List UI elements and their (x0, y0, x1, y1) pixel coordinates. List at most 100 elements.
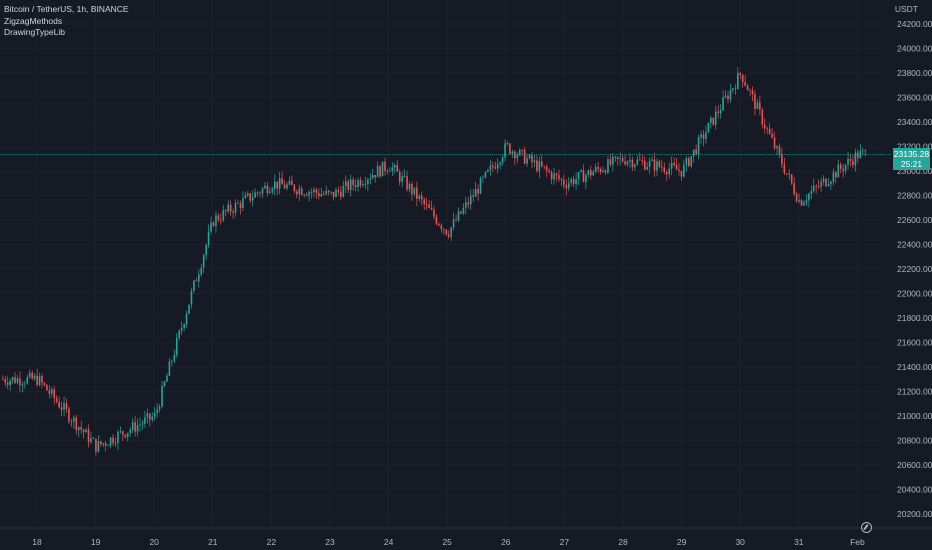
candle-body (492, 165, 494, 168)
candle-body (727, 95, 729, 100)
candle-body (401, 176, 403, 182)
indicator-drawing[interactable]: DrawingTypeLib (4, 27, 65, 37)
candle-body (433, 209, 435, 217)
candle-body (501, 157, 504, 163)
candle-body (144, 417, 146, 424)
candle-body (418, 195, 421, 199)
symbol-title[interactable]: Bitcoin / TetherUS, 1h, BINANCE (4, 4, 129, 14)
candle-body (398, 171, 401, 182)
candle-body (273, 181, 276, 189)
candle-body (276, 181, 278, 189)
candle-body (146, 413, 149, 418)
candle-body (602, 170, 604, 173)
candle-body (369, 178, 372, 180)
candle-body (496, 164, 499, 169)
candle-body (342, 186, 345, 197)
candle-body (746, 85, 749, 91)
price-tick-label: 22800.00 (897, 191, 932, 201)
candle-body (183, 324, 185, 328)
candle-body (195, 280, 198, 282)
candle-body (330, 191, 332, 193)
candle-body (447, 234, 450, 237)
candle-body (864, 150, 866, 152)
candle-body (416, 187, 418, 199)
candle-body (803, 202, 805, 206)
price-tick-label: 24200.00 (897, 19, 932, 29)
time-axis[interactable]: 18 19 20 21 22 23 24 25 26 27 28 29 30 31 Feb (0, 527, 932, 547)
candle-body (119, 431, 122, 433)
candle-body (308, 192, 310, 196)
candle-body (149, 413, 151, 420)
candle-body (325, 190, 327, 195)
candle-body (741, 74, 744, 83)
candle-body (349, 179, 352, 191)
candle-body (247, 193, 249, 196)
candle-body (239, 203, 242, 208)
candle-body (90, 438, 92, 443)
candle-body (555, 173, 558, 176)
price-axis[interactable]: 20200.00 20400.00 20600.00 20800.00 21000.00… (897, 19, 932, 519)
candle-body (504, 143, 506, 158)
candle-body (514, 151, 516, 159)
candle-body (609, 159, 612, 165)
candle-body (553, 173, 555, 180)
candle-body (567, 183, 570, 189)
candle-body (545, 166, 548, 171)
candle-body (690, 156, 693, 167)
candle-body (136, 425, 139, 432)
candle-body (714, 111, 717, 125)
candle-body (102, 443, 105, 445)
candle-body (670, 162, 673, 169)
candlestick-series (2, 66, 866, 456)
candle-body (543, 166, 546, 167)
candle-body (614, 156, 617, 158)
candle-body (19, 378, 21, 386)
price-tick-label: 20800.00 (897, 436, 932, 446)
candle-body (783, 164, 786, 174)
candle-body (168, 361, 171, 376)
candle-body (266, 185, 269, 193)
candle-body (384, 161, 386, 171)
candle-body (639, 159, 641, 161)
candle-body (460, 211, 462, 214)
candle-body (536, 160, 538, 171)
candle-body (776, 146, 778, 149)
candle-body (616, 156, 619, 159)
candle-body (563, 179, 565, 186)
candle-body (337, 189, 340, 192)
candle-body (594, 166, 597, 172)
candle-body (835, 172, 837, 178)
candle-body (548, 170, 550, 173)
price-tick-label: 23800.00 (897, 68, 932, 78)
candle-body (634, 164, 636, 168)
candle-body (310, 192, 313, 193)
candle-body (232, 211, 234, 213)
candle-body (2, 379, 4, 381)
time-tick-label: 23 (325, 537, 335, 547)
candle-body (237, 202, 239, 204)
candle-body (286, 184, 288, 189)
candle-body (281, 178, 283, 185)
candle-body (423, 199, 425, 205)
candle-body (357, 180, 359, 187)
candle-body (9, 380, 11, 385)
candle-body (367, 179, 369, 185)
candle-body (322, 194, 325, 195)
candle-body (291, 180, 293, 185)
candle-body (729, 89, 732, 100)
candle-body (815, 185, 817, 187)
candle-body (107, 445, 109, 447)
candle-body (178, 330, 180, 338)
candle-body (114, 443, 117, 444)
candle-body (43, 382, 46, 385)
time-tick-label: 19 (91, 537, 101, 547)
chart-settings-icon[interactable] (861, 522, 872, 533)
candle-body (256, 192, 259, 194)
candle-body (771, 133, 773, 138)
indicator-zigzag[interactable]: ZigzagMethods (4, 15, 63, 26)
candle-body (577, 171, 580, 180)
candle-body (403, 176, 406, 177)
candle-body (477, 189, 479, 194)
candle-body (651, 159, 653, 161)
